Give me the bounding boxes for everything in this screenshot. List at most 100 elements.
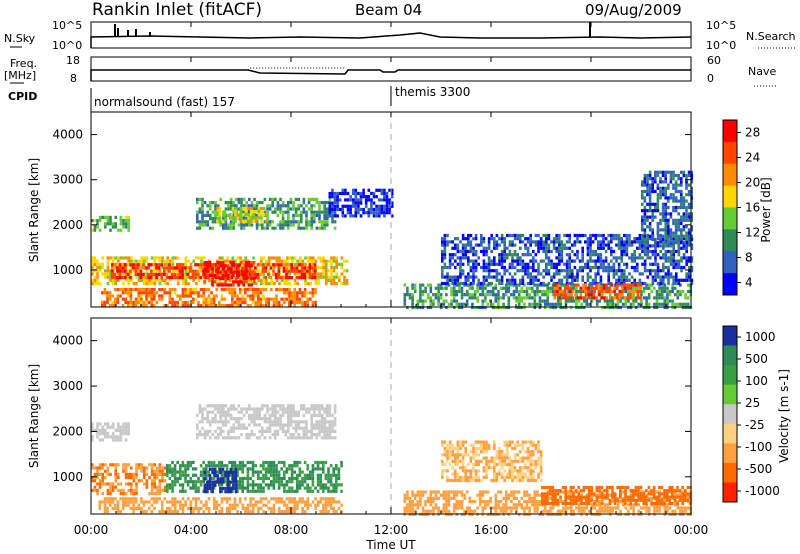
cpid-entry-normalsound: normalsound (fast) 157 <box>94 95 235 109</box>
scatter-region-6 <box>101 288 317 308</box>
x-tick-label: 04:00 <box>174 523 209 537</box>
scatter-region-2 <box>203 261 256 287</box>
colorbar-tick-label: 12 <box>745 226 760 240</box>
noise-right-tick-top: 10^5 <box>706 19 736 32</box>
scatter-region-11 <box>328 188 394 218</box>
x-tick-label: 16:00 <box>474 523 509 537</box>
colorbar-segment <box>723 207 737 230</box>
colorbar-tick-label: 28 <box>745 126 760 140</box>
noise-spikes <box>114 22 591 37</box>
scatter-region-0 <box>91 463 167 496</box>
colorbar-tick-label: 16 <box>745 201 760 215</box>
scatter-region-5 <box>216 206 268 223</box>
colorbar-segment <box>723 345 737 366</box>
x-tick-label: 12:00 <box>374 523 409 537</box>
colorbar-segment <box>723 462 737 483</box>
colorbar-segment <box>723 423 737 444</box>
cpid-panel: CPID normalsound (fast) 157 themis 3300 <box>8 85 470 112</box>
nave-tick-top: 60 <box>707 54 721 67</box>
noise-panel: N.Sky 10^5 10^0 10^5 10^0 N.Search <box>4 19 796 52</box>
freq-label-2: [MHz] <box>4 69 36 82</box>
scatter-region-2 <box>203 467 238 494</box>
freq-trace <box>90 69 691 81</box>
colorbar-tick-label: 20 <box>745 176 760 190</box>
power-y-ticks: 1000 2000 3000 4000 <box>52 128 691 277</box>
beam-title: Beam 04 <box>355 1 422 19</box>
noise-sky-trace <box>90 32 692 48</box>
scatter-region-3 <box>91 215 130 232</box>
scatter-region-6 <box>441 440 543 483</box>
colorbar-tick-label: -100 <box>745 440 772 454</box>
colorbar-tick-label: 100 <box>745 374 768 388</box>
velocity-y-axis-label: Slant Range [km] <box>27 364 41 468</box>
noise-left-tick-top: 10^5 <box>52 19 82 32</box>
noise-right-tick-bottom: 10^0 <box>706 39 736 52</box>
colorbar-tick-label: 24 <box>745 151 760 165</box>
scatter-region-8 <box>98 497 343 514</box>
y-tick-label: 3000 <box>52 379 83 393</box>
y-tick-label: 1000 <box>52 263 83 277</box>
power-panel: 1000 2000 3000 4000 Slant Range [km] 28 24 20… <box>27 111 773 310</box>
x-axis-ticks: 00:00 04:00 08:00 12:00 16:00 20:00 00:00 <box>74 22 709 537</box>
y-tick-label: 4000 <box>52 334 83 348</box>
colorbar-segment <box>723 120 737 143</box>
colorbar-segment <box>723 251 737 274</box>
x-tick-label: 08:00 <box>274 523 309 537</box>
freq-label-1: Freq. <box>10 57 37 70</box>
velocity-panel: 1000 2000 3000 4000 Slant Range [km] 1000 50… <box>27 317 791 516</box>
x-tick-label: 00:00 <box>674 523 709 537</box>
freq-panel: Freq. [MHz] 18 8 60 0 Nave <box>4 54 776 87</box>
y-tick-label: 2000 <box>52 424 83 438</box>
colorbar-segment <box>723 365 737 386</box>
cpid-label: CPID <box>8 90 37 103</box>
colorbar-tick-label: 500 <box>745 352 768 366</box>
freq-tick-top: 18 <box>66 54 80 67</box>
colorbar-segment <box>723 273 737 296</box>
scatter-region-10 <box>641 170 693 248</box>
colorbar-segment <box>723 185 737 208</box>
colorbar-tick-label: 1000 <box>745 330 776 344</box>
colorbar-segment <box>723 404 737 425</box>
scatter-region-3 <box>91 422 130 442</box>
station-title: Rankin Inlet (fitACF) <box>92 0 262 20</box>
noise-right-label: N.Search <box>746 30 796 43</box>
nave-tick-bottom: 0 <box>707 72 714 85</box>
scatter-region-4 <box>196 404 337 440</box>
velocity-colorbar: 1000 500 100 25 -25 -100 -500 -1000 <box>722 325 780 503</box>
x-axis-label: Time UT <box>365 538 416 552</box>
cpid-entry-themis: themis 3300 <box>395 85 470 99</box>
colorbar-segment <box>723 326 737 347</box>
power-colorbar-label: Power [dB] <box>759 177 773 242</box>
power-y-axis-label: Slant Range [km] <box>27 158 41 262</box>
nave-label: Nave <box>748 65 776 78</box>
nave-trace <box>247 67 345 71</box>
scatter-region-4 <box>196 197 337 230</box>
y-tick-label: 1000 <box>52 470 83 484</box>
power-cells <box>91 170 694 310</box>
colorbar-tick-label: 8 <box>745 251 753 265</box>
power-colorbar: 28 24 20 16 12 8 4 <box>722 119 760 296</box>
colorbar-segment <box>723 229 737 252</box>
y-tick-label: 2000 <box>52 218 83 232</box>
velocity-cells <box>91 404 693 516</box>
colorbar-segment <box>723 384 737 405</box>
date-title: 09/Aug/2009 <box>585 1 682 19</box>
noise-left-label: N.Sky <box>4 32 36 45</box>
colorbar-tick-label: 25 <box>745 396 760 410</box>
colorbar-frame <box>722 325 738 503</box>
colorbar-tick-label: -500 <box>745 462 772 476</box>
noise-left-tick-bottom: 10^0 <box>52 39 82 52</box>
colorbar-segment <box>723 141 737 165</box>
colorbar-segment <box>723 163 737 187</box>
velocity-y-ticks: 1000 2000 3000 4000 <box>52 334 691 484</box>
x-tick-label: 00:00 <box>74 523 109 537</box>
y-tick-label: 3000 <box>52 173 83 187</box>
freq-tick-bottom: 8 <box>70 72 77 85</box>
colorbar-segment <box>723 443 737 464</box>
scatter-region-7 <box>541 485 692 506</box>
colorbar-tick-label: -25 <box>745 418 765 432</box>
x-tick-label: 20:00 <box>574 523 609 537</box>
scatter-region-9 <box>553 283 642 300</box>
colorbar-segment <box>723 482 737 503</box>
